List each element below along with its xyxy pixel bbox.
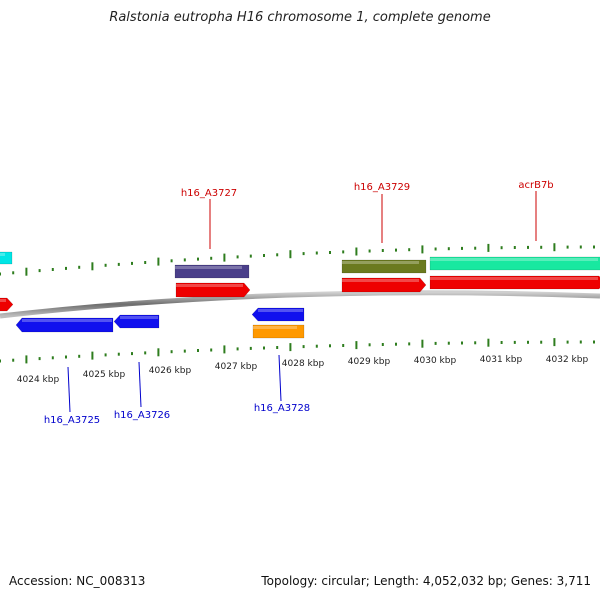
feature-red-left[interactable] [0, 297, 14, 312]
gene-label-h16_A3728[interactable]: h16_A3728 [254, 403, 310, 414]
gene-label-h16_A3726[interactable]: h16_A3726 [114, 410, 170, 421]
gene-label-h16_A3729[interactable]: h16_A3729 [354, 182, 410, 193]
accession-text: Accession: NC_008313 [9, 574, 146, 588]
chromosome-backbone [0, 290, 600, 319]
feature-cyan-left[interactable] [0, 251, 13, 265]
feature-red-h16_A3729[interactable] [341, 277, 427, 293]
scale-label-4025: 4025 kbp [83, 370, 126, 380]
feature-red-acrB7b[interactable] [429, 275, 600, 290]
feature-orange-h16_A3728[interactable] [252, 324, 305, 339]
feature-red-left-highlight [0, 299, 6, 302]
feature-olive-h16_A3729[interactable] [341, 259, 427, 274]
feature-slate-h16_A3727[interactable] [174, 264, 250, 279]
gene-label-h16_A3725[interactable]: h16_A3725 [44, 415, 100, 426]
callout-line-h16_A3728 [278, 354, 282, 402]
feature-red-h16_A3727[interactable] [175, 282, 251, 298]
map-title: Ralstonia eutropha H16 chromosome 1, com… [109, 10, 491, 25]
inner-scale-ticks [0, 338, 595, 364]
scale-label-4028: 4028 kbp [282, 359, 325, 369]
feature-track [0, 251, 600, 339]
feature-blue-h16_A3726[interactable] [113, 314, 160, 329]
scale-label-4024: 4024 kbp [17, 375, 60, 385]
scale-label-4031: 4031 kbp [480, 355, 523, 365]
feature-blue-h16_A3728-highlight [258, 309, 303, 312]
gene-label-h16_A3727[interactable]: h16_A3727 [181, 188, 237, 199]
scale-label-4030: 4030 kbp [414, 356, 457, 366]
feature-teal-acrB7b[interactable] [429, 256, 600, 271]
feature-blue-h16_A3725[interactable] [15, 317, 114, 333]
feature-red-h16_A3729-highlight [342, 279, 419, 282]
feature-olive-h16_A3729-highlight [342, 261, 419, 264]
scale-label-4032: 4032 kbp [546, 355, 589, 365]
outer-scale-ticks [0, 243, 595, 276]
feature-red-acrB7b-highlight [430, 277, 598, 280]
scale-label-4029: 4029 kbp [348, 357, 391, 367]
feature-slate-h16_A3727-highlight [175, 266, 242, 269]
feature-blue-h16_A3728[interactable] [251, 307, 305, 322]
feature-teal-acrB7b-highlight [430, 258, 598, 261]
gene-label-acrB7b[interactable]: acrB7b [518, 180, 553, 191]
feature-cyan-left-highlight [0, 253, 5, 256]
feature-blue-h16_A3726-highlight [120, 316, 158, 319]
callout-line-h16_A3726 [138, 361, 142, 408]
topology-summary-text: Topology: circular; Length: 4,052,032 bp… [261, 574, 591, 588]
callout-line-h16_A3725 [67, 366, 71, 413]
scale-label-4026: 4026 kbp [149, 366, 192, 376]
feature-orange-h16_A3728-highlight [253, 326, 297, 329]
callout-lines [67, 191, 537, 413]
feature-red-h16_A3727-highlight [176, 284, 243, 287]
scale-label-4027: 4027 kbp [215, 362, 258, 372]
feature-blue-h16_A3725-highlight [22, 319, 112, 322]
